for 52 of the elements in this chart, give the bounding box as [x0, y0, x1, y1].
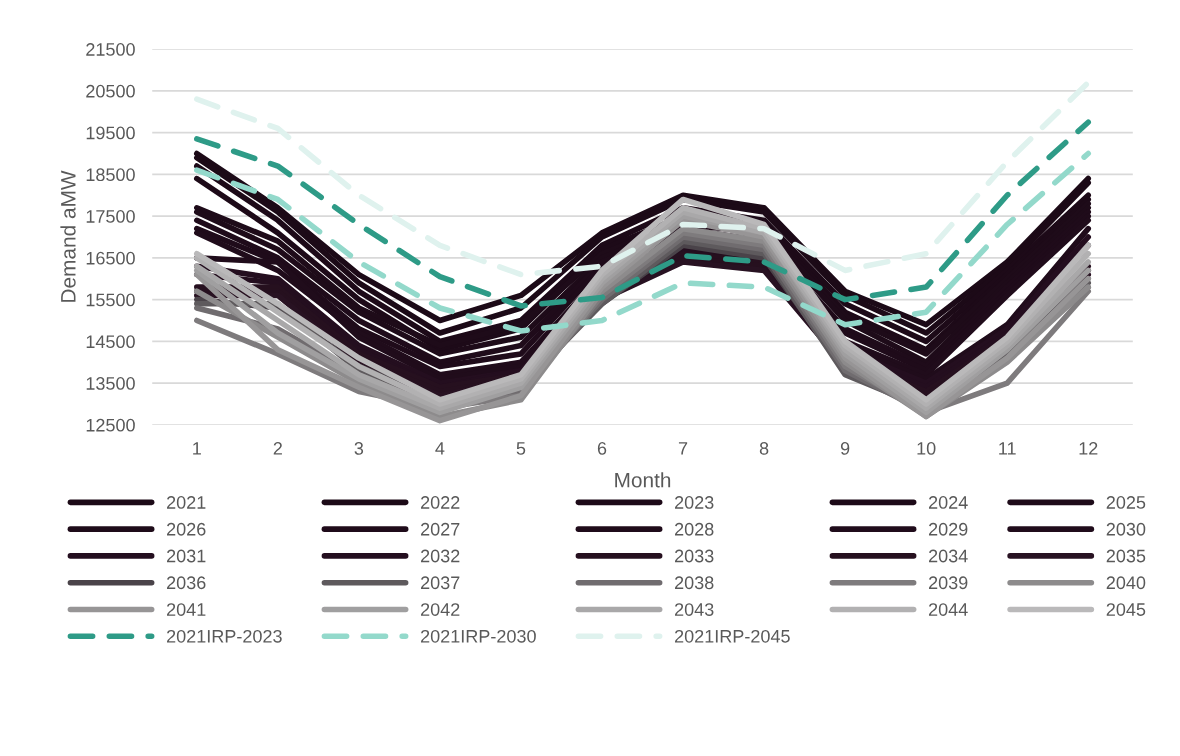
legend-label: 2036 — [167, 576, 206, 590]
legend-label: 2027 — [421, 522, 460, 536]
legend-label: 2022 — [421, 496, 460, 509]
legend-label: 2028 — [675, 522, 714, 536]
legend-label: 2023 — [675, 496, 714, 509]
legend-label: 2044 — [928, 603, 968, 616]
y-tick-label: 19500 — [86, 126, 135, 140]
x-tick-label: 1 — [193, 442, 201, 455]
legend-label: 2043 — [675, 603, 714, 616]
y-axis-title: Demand aMW — [60, 170, 76, 302]
legend-label: 2042 — [421, 603, 460, 616]
legend-label: 2038 — [675, 576, 714, 590]
y-tick-label: 12500 — [86, 418, 135, 432]
y-tick-label: 15500 — [86, 293, 135, 307]
legend-label: 2021IRP-2045 — [675, 629, 790, 643]
legend-label: 2021IRP-2023 — [167, 629, 282, 643]
legend-label: 2033 — [675, 549, 714, 563]
y-tick-label: 20500 — [86, 84, 135, 98]
legend-label: 2021 — [167, 496, 206, 509]
legend-label: 2026 — [167, 522, 206, 536]
legend-label: 2034 — [928, 549, 968, 563]
x-tick-label: 9 — [840, 442, 850, 455]
y-tick-label: 21500 — [86, 43, 135, 56]
y-tick-label: 14500 — [86, 335, 135, 349]
x-tick-label: 7 — [678, 442, 688, 455]
x-tick-label: 5 — [516, 442, 526, 455]
legend-label: 2035 — [1106, 549, 1146, 563]
legend-label: 2031 — [167, 549, 206, 563]
legend-label: 2037 — [421, 576, 460, 590]
y-tick-label: 17500 — [86, 210, 135, 223]
x-tick-label: 8 — [759, 442, 769, 455]
y-tick-label: 16500 — [86, 251, 135, 265]
legend-label: 2030 — [1106, 522, 1146, 536]
x-tick-label: 6 — [597, 442, 607, 455]
legend-label: 2032 — [421, 549, 460, 563]
x-tick-label: 3 — [354, 442, 364, 455]
y-tick-label: 13500 — [86, 377, 135, 390]
x-tick-label: 12 — [1079, 442, 1098, 455]
legend-label: 2029 — [928, 522, 968, 536]
legend-label: 2021IRP-2030 — [421, 629, 536, 643]
legend-label: 2025 — [1106, 496, 1146, 509]
x-axis-title: Month — [615, 472, 671, 488]
x-tick-label: 2 — [273, 442, 282, 455]
x-tick-label: 10 — [917, 442, 936, 455]
legend-label: 2041 — [167, 603, 206, 616]
legend-label: 2039 — [928, 576, 968, 590]
legend-label: 2045 — [1106, 603, 1146, 616]
y-tick-label: 18500 — [86, 168, 135, 182]
x-tick-label: 11 — [999, 442, 1016, 455]
legend-label: 2024 — [928, 496, 968, 509]
x-tick-label: 4 — [435, 442, 445, 455]
legend-label: 2040 — [1106, 576, 1146, 590]
